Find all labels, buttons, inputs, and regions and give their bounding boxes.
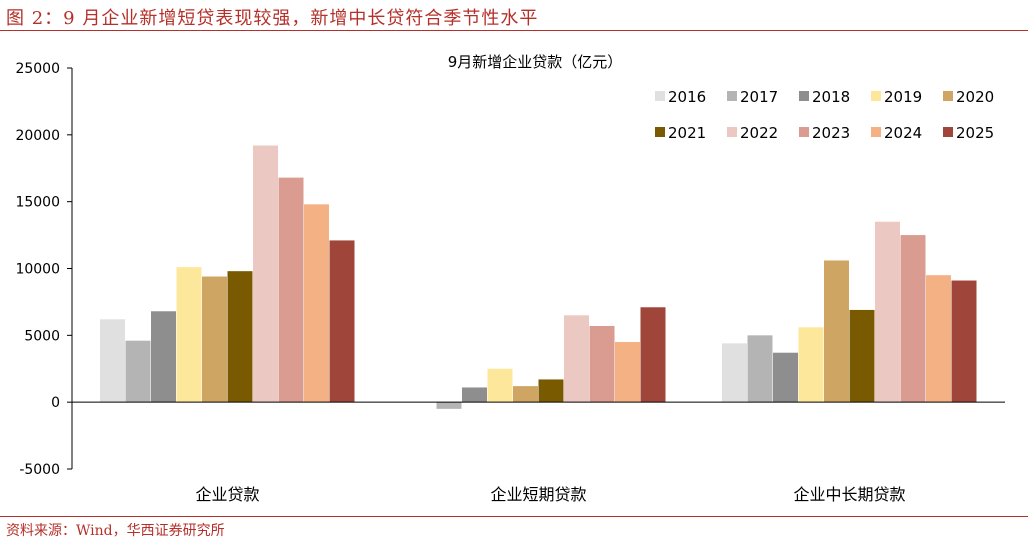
legend-item-2016: 2016 (655, 88, 706, 106)
legend-swatch (871, 91, 881, 101)
bar-2017-3 (747, 335, 773, 403)
legend-label: 2020 (956, 88, 994, 106)
legend-item-2017: 2017 (727, 88, 778, 106)
category-label: 企业短期贷款 (490, 485, 586, 504)
top-rule (0, 30, 1028, 31)
legend-label: 2022 (740, 124, 778, 142)
legend-label: 2018 (812, 88, 850, 106)
bottom-rule (0, 516, 1028, 517)
legend-swatch (799, 91, 809, 101)
legend-item-2023: 2023 (799, 124, 850, 142)
legend-swatch (871, 127, 881, 137)
bar-2022-3 (875, 221, 900, 403)
bar-2023-3 (900, 235, 926, 403)
legend-item-2024: 2024 (871, 124, 922, 142)
bar-2025-1 (329, 240, 355, 403)
legend-label: 2019 (884, 88, 922, 106)
bar-2019-1 (176, 267, 202, 403)
bar-2024-2 (615, 342, 640, 403)
legend-label: 2024 (884, 124, 922, 142)
bar-2021-2 (538, 379, 564, 403)
bar-2024-3 (926, 275, 951, 403)
figure-title: 图 2：9 月企业新增短贷表现较强，新增中长贷符合季节性水平 (6, 8, 539, 29)
bar-2021-3 (849, 309, 875, 403)
bar-2020-2 (513, 386, 538, 403)
y-tick-label: 0 (51, 395, 60, 411)
bar-2016-1 (100, 319, 125, 403)
chart-title: 9月新增企业贷款（亿元） (448, 53, 623, 71)
bar-2023-2 (589, 325, 615, 403)
legend-label: 2023 (812, 124, 850, 142)
bar-2016-3 (722, 343, 747, 403)
legend: 2016 2017 2018 2019 2020 2021 2022 2023 2024 2025 (655, 88, 994, 142)
legend-label: 2021 (668, 124, 706, 142)
legend-swatch (727, 91, 737, 101)
y-tick-label: 5000 (24, 328, 60, 344)
bar-2023-1 (278, 177, 304, 403)
x-axis: 企业贷款 企业短期贷款 企业中长期贷款 (72, 401, 1005, 504)
bar-2022-1 (253, 145, 278, 403)
legend-item-2019: 2019 (871, 88, 922, 106)
legend-item-2020: 2020 (943, 88, 994, 106)
bar-2020-1 (202, 276, 227, 403)
legend-item-2021: 2021 (655, 124, 706, 142)
legend-item-2025: 2025 (943, 124, 994, 142)
legend-label: 2016 (668, 88, 706, 106)
y-tick-label: -5000 (19, 462, 60, 478)
bar-2018-1 (151, 311, 176, 403)
legend-swatch (655, 127, 665, 137)
bars (100, 145, 977, 409)
y-tick-label: 15000 (15, 195, 60, 211)
bar-2019-3 (798, 327, 824, 403)
y-tick-label: 10000 (15, 262, 60, 278)
bar-2018-3 (773, 352, 798, 403)
legend-swatch (799, 127, 809, 137)
bar-2021-1 (227, 271, 253, 403)
legend-item-2022: 2022 (727, 124, 778, 142)
source-note: 资料来源：Wind，华西证券研究所 (6, 523, 225, 539)
y-axis: -5000 0 5000 10000 15000 20000 25000 (15, 61, 73, 478)
bar-2017-1 (125, 340, 151, 403)
bar-2020-3 (824, 260, 849, 403)
legend-label: 2025 (956, 124, 994, 142)
y-tick-label: 25000 (15, 61, 60, 77)
bar-2025-3 (951, 280, 977, 403)
legend-label: 2017 (740, 88, 778, 106)
bar-2019-2 (487, 368, 513, 403)
bar-2025-2 (640, 307, 666, 403)
bar-2017-2 (436, 402, 462, 409)
y-tick-label: 20000 (15, 128, 60, 144)
bar-2018-2 (462, 387, 487, 403)
legend-swatch (943, 127, 953, 137)
legend-swatch (727, 127, 737, 137)
bar-2022-2 (564, 315, 589, 403)
legend-swatch (655, 91, 665, 101)
category-label: 企业贷款 (195, 485, 259, 504)
category-label: 企业中长期贷款 (793, 485, 905, 504)
legend-item-2018: 2018 (799, 88, 850, 106)
bar-2024-1 (304, 204, 329, 403)
legend-swatch (943, 91, 953, 101)
